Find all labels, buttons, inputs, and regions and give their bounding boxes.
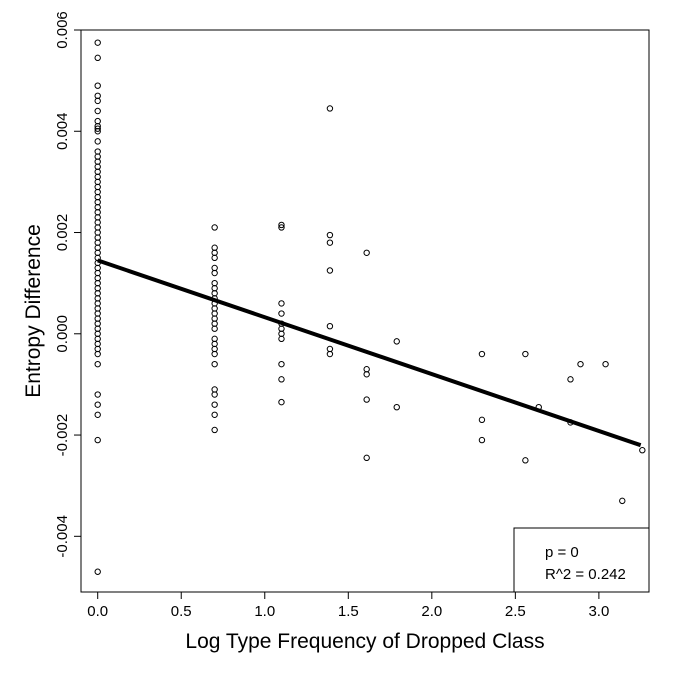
- x-tick-label: 1.0: [254, 603, 275, 620]
- data-point: [363, 249, 370, 256]
- data-point: [278, 376, 285, 383]
- x-tick-label: 0.5: [171, 603, 192, 620]
- data-point: [326, 231, 334, 239]
- data-point: [278, 335, 285, 343]
- y-tick-label: 0.006: [54, 11, 71, 49]
- data-point: [326, 239, 334, 246]
- r-squared-text: R^2 = 0.242: [545, 566, 626, 583]
- x-axis-title: Log Type Frequency of Dropped Class: [185, 630, 544, 653]
- data-point: [326, 350, 334, 358]
- data-point: [278, 360, 285, 368]
- data-point: [478, 416, 486, 424]
- data-point: [211, 360, 218, 368]
- data-point: [639, 447, 646, 454]
- data-point: [94, 54, 101, 62]
- x-tick-label: 3.0: [588, 603, 609, 620]
- data-point: [94, 360, 101, 368]
- data-point: [211, 411, 218, 418]
- data-point: [478, 350, 486, 358]
- data-point: [393, 338, 400, 345]
- data-point: [94, 39, 101, 46]
- y-tick-label: -0.004: [54, 515, 71, 558]
- data-point: [326, 105, 334, 112]
- data-point: [522, 350, 529, 358]
- data-point: [94, 411, 101, 418]
- data-point: [363, 396, 370, 403]
- data-point: [278, 300, 285, 307]
- data-point: [211, 224, 218, 231]
- data-point: [211, 254, 218, 262]
- data-point: [278, 224, 285, 231]
- data-point: [278, 398, 285, 406]
- data-point: [567, 376, 574, 383]
- data-point: [94, 107, 101, 115]
- y-tick-label: 0.000: [54, 315, 71, 353]
- data-point: [94, 128, 101, 135]
- data-point: [94, 568, 101, 575]
- data-point: [363, 371, 370, 378]
- data-point: [211, 350, 218, 358]
- data-point: [94, 350, 101, 358]
- data-point: [94, 125, 101, 132]
- y-tick-label: 0.004: [54, 112, 71, 150]
- data-point: [363, 454, 370, 462]
- data-point: [393, 403, 400, 411]
- data-point: [278, 310, 285, 317]
- data-point: [94, 401, 101, 408]
- regression-line: [97, 258, 642, 448]
- x-tick-label: 2.0: [421, 603, 442, 620]
- data-point: [94, 391, 101, 398]
- data-point: [211, 426, 218, 434]
- data-point: [211, 325, 218, 332]
- data-point: [619, 497, 626, 505]
- data-point: [211, 269, 218, 277]
- data-point: [211, 401, 218, 408]
- stats-box: [513, 527, 650, 593]
- data-point: [326, 267, 334, 274]
- data-point: [522, 457, 529, 464]
- p-value-text: p = 0: [545, 544, 579, 561]
- data-point: [278, 221, 285, 229]
- data-point: [478, 436, 486, 444]
- data-points: [94, 39, 646, 575]
- data-point: [326, 322, 334, 330]
- data-point: [602, 360, 609, 368]
- data-point: [94, 436, 101, 444]
- data-point: [94, 82, 101, 89]
- x-tick-label: 2.5: [505, 603, 526, 620]
- y-axis-title: Entropy Difference: [22, 224, 45, 398]
- x-tick-label: 0.0: [87, 603, 108, 620]
- x-tick-label: 1.5: [338, 603, 359, 620]
- data-point: [211, 391, 218, 398]
- y-tick-label: -0.002: [54, 414, 71, 457]
- y-tick-label: 0.002: [54, 214, 71, 252]
- data-point: [94, 97, 101, 105]
- y-axis: -0.004 -0.002 0.000 0.002 0.004 0.006: [54, 11, 82, 558]
- data-point: [94, 138, 101, 145]
- data-point: [577, 360, 584, 368]
